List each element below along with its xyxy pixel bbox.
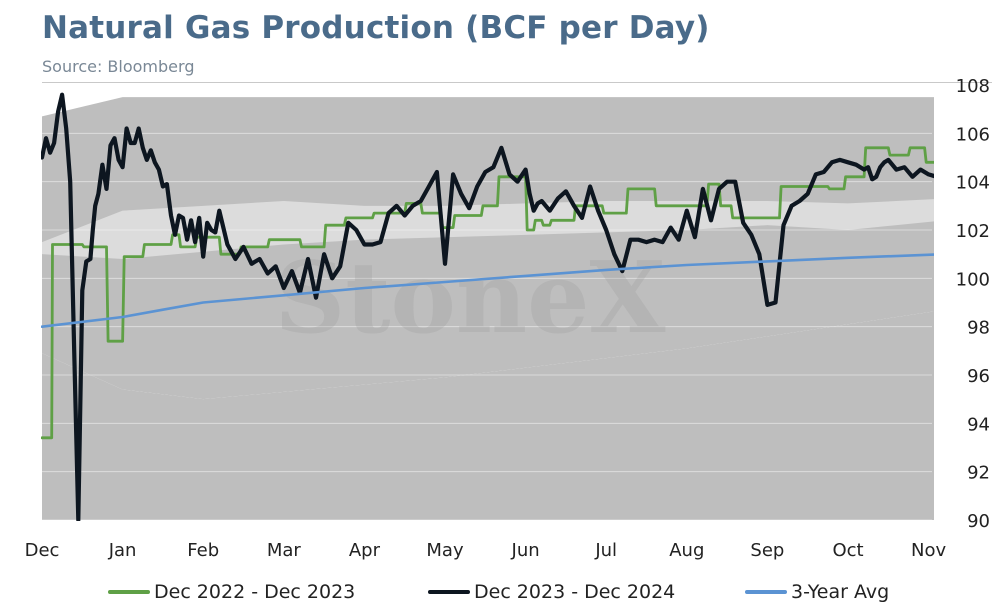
x-tick-label: Jan xyxy=(108,540,137,561)
stonex-watermark: StoneX xyxy=(274,241,665,356)
x-tick-label: Mar xyxy=(267,540,302,561)
y-tick-label: 100 xyxy=(956,269,990,290)
x-axis-ticks: Dec Jan Feb Mar Apr May Jun Jul Aug Sep Oct Nov xyxy=(25,540,947,561)
x-tick-label: Jun xyxy=(511,540,540,561)
y-tick-label: 94 xyxy=(967,414,990,435)
series-line-2 xyxy=(41,253,934,328)
legend-swatch-avg xyxy=(745,590,787,594)
header-divider xyxy=(42,82,992,83)
y-axis-ticks: 90 92 94 96 98 100 102 104 106 108 xyxy=(956,76,990,532)
x-tick-label: Aug xyxy=(669,540,704,561)
y-tick-label: 96 xyxy=(967,366,990,387)
y-tick-label: 90 xyxy=(967,511,990,532)
chart-title: Natural Gas Production (BCF per Day) xyxy=(42,10,710,46)
series-line-1 xyxy=(41,92,934,521)
y-tick-label: 102 xyxy=(956,221,990,242)
legend-item-2023: Dec 2022 - Dec 2023 xyxy=(108,581,355,603)
legend-swatch-2023 xyxy=(108,590,150,594)
x-tick-label: Sep xyxy=(750,540,784,561)
series-line-0 xyxy=(41,146,934,440)
legend: Dec 2022 - Dec 2023 Dec 2023 - Dec 2024 … xyxy=(0,581,994,609)
y-tick-label: 106 xyxy=(956,124,990,145)
outer-range-band-floor xyxy=(42,311,934,520)
legend-item-avg: 3-Year Avg xyxy=(745,581,889,603)
outer-range-band xyxy=(42,97,934,400)
x-tick-label: Oct xyxy=(832,540,863,561)
x-tick-label: Feb xyxy=(187,540,219,561)
x-tick-label: Nov xyxy=(911,540,946,561)
legend-label-2023: Dec 2022 - Dec 2023 xyxy=(154,581,356,603)
y-tick-label: 104 xyxy=(956,173,990,194)
x-tick-label: Dec xyxy=(25,540,60,561)
y-tick-label: 92 xyxy=(967,463,990,484)
legend-swatch-2024 xyxy=(428,590,470,594)
y-tick-label: 98 xyxy=(967,318,990,339)
x-tick-label: Jul xyxy=(594,540,617,561)
x-tick-label: May xyxy=(426,540,464,561)
legend-label-avg: 3-Year Avg xyxy=(791,581,890,603)
range-bands xyxy=(42,85,934,520)
y-tick-label: 108 xyxy=(956,76,990,97)
legend-item-2024: Dec 2023 - Dec 2024 xyxy=(428,581,675,603)
gridlines xyxy=(42,84,932,521)
x-tick-label: Apr xyxy=(349,540,381,561)
legend-label-2024: Dec 2023 - Dec 2024 xyxy=(474,581,676,603)
series-lines xyxy=(41,92,934,521)
chart-source: Source: Bloomberg xyxy=(42,57,195,76)
